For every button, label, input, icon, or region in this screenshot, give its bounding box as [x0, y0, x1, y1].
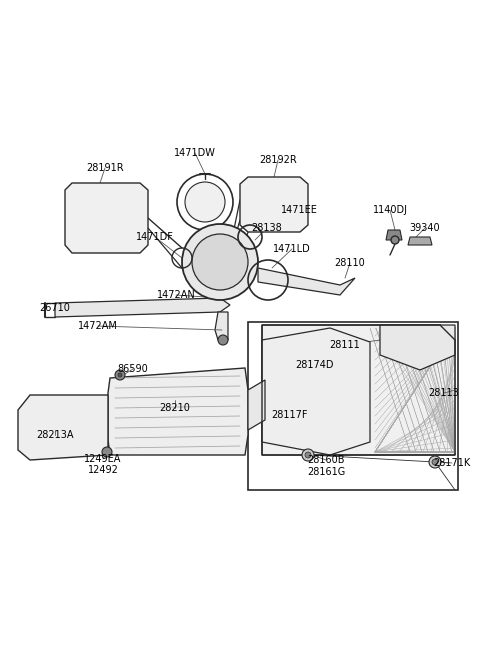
Text: 28161G: 28161G: [307, 467, 345, 477]
Circle shape: [182, 224, 258, 300]
Text: 1471DW: 1471DW: [174, 148, 216, 158]
Circle shape: [192, 234, 248, 290]
Polygon shape: [262, 325, 455, 455]
Text: 28192R: 28192R: [259, 155, 297, 165]
Text: 28213A: 28213A: [36, 430, 74, 440]
Circle shape: [185, 182, 225, 222]
Text: 1471LD: 1471LD: [273, 244, 311, 254]
Polygon shape: [386, 230, 402, 240]
Text: 1249EA: 1249EA: [84, 454, 122, 464]
Text: 39340: 39340: [410, 223, 440, 233]
Circle shape: [118, 373, 122, 377]
Text: 26710: 26710: [39, 303, 71, 313]
Text: 28113: 28113: [429, 388, 459, 398]
Text: 28138: 28138: [252, 223, 282, 233]
Text: 28117F: 28117F: [272, 410, 308, 420]
Circle shape: [218, 335, 228, 345]
Polygon shape: [240, 177, 308, 232]
Circle shape: [432, 459, 438, 465]
Polygon shape: [55, 298, 230, 317]
Polygon shape: [380, 325, 455, 370]
Polygon shape: [108, 368, 248, 455]
Circle shape: [102, 447, 112, 457]
Text: 12492: 12492: [87, 465, 119, 475]
Text: 1471DF: 1471DF: [136, 232, 174, 242]
Bar: [248, 322, 458, 490]
Text: 28210: 28210: [159, 403, 191, 413]
Text: 86590: 86590: [118, 364, 148, 374]
Polygon shape: [262, 328, 370, 455]
Circle shape: [391, 236, 399, 244]
Polygon shape: [258, 268, 355, 295]
Polygon shape: [18, 395, 108, 460]
Text: 28174D: 28174D: [296, 360, 334, 370]
Text: 28160B: 28160B: [307, 455, 345, 465]
Text: 1140DJ: 1140DJ: [372, 205, 408, 215]
Circle shape: [115, 370, 125, 380]
Text: 28110: 28110: [335, 258, 365, 268]
Text: 28191R: 28191R: [86, 163, 124, 173]
Polygon shape: [408, 237, 432, 245]
Text: 28171K: 28171K: [433, 458, 470, 468]
Text: 1472AM: 1472AM: [78, 321, 118, 331]
Text: 28111: 28111: [330, 340, 360, 350]
Text: 1471EE: 1471EE: [281, 205, 317, 215]
Text: 1472AN: 1472AN: [156, 290, 195, 300]
Polygon shape: [248, 380, 265, 430]
Polygon shape: [65, 183, 148, 253]
Circle shape: [305, 452, 311, 458]
Polygon shape: [215, 312, 228, 340]
Circle shape: [429, 456, 441, 468]
Circle shape: [302, 449, 314, 461]
